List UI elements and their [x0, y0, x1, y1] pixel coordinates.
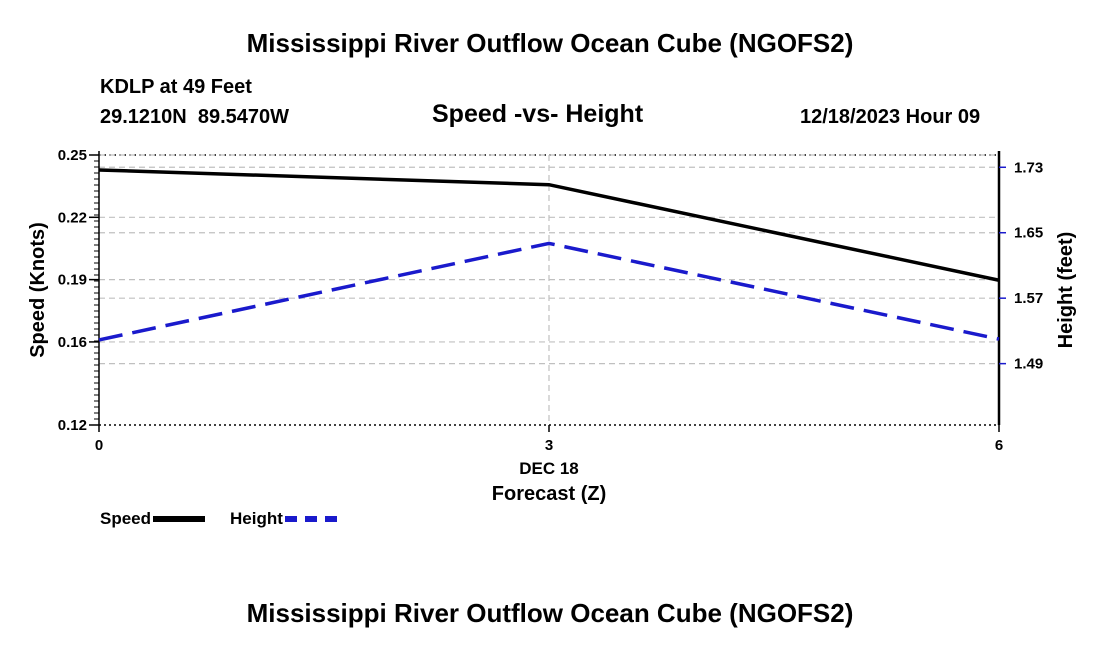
height-tick-label: 1.65: [1014, 225, 1043, 242]
station-label: KDLP at 49 Feet: [100, 76, 252, 98]
footer-title: Mississippi River Outflow Ocean Cube (NG…: [246, 598, 854, 628]
height-tick-label: 1.57: [1014, 290, 1043, 307]
x-axis-title: Forecast (Z): [492, 483, 606, 505]
speed-tick-label: 0.22: [58, 209, 87, 226]
x-tick-label: 3: [545, 437, 553, 454]
legend-speed-swatch: [153, 516, 206, 522]
chart-subtitle: Speed -vs- Height: [432, 100, 644, 128]
speed-tick-label: 0.16: [58, 334, 87, 351]
y-axis-title: Speed (Knots): [27, 222, 49, 358]
speed-tick-label: 0.19: [58, 272, 87, 289]
height-tick-label: 1.73: [1014, 159, 1043, 176]
coordinates-label: 29.1210N 89.5470W: [100, 106, 290, 128]
forecast-datetime: 12/18/2023 Hour 09: [800, 106, 981, 128]
legend-height-label: Height: [230, 509, 283, 528]
height-tick-label: 1.49: [1014, 356, 1043, 373]
legend-speed: Speed: [100, 509, 206, 529]
y2-axis-title: Height (feet): [1055, 232, 1077, 349]
speed-tick-label: 0.25: [58, 147, 87, 164]
chart-title: Mississippi River Outflow Ocean Cube (NG…: [246, 28, 854, 58]
legend-speed-label: Speed: [100, 509, 152, 528]
speed-tick-label: 0.12: [58, 417, 87, 434]
legend-height-swatch: [284, 516, 337, 522]
x-date-label: DEC 18: [519, 459, 579, 478]
x-tick-label: 6: [995, 437, 1003, 454]
legend-height: Height: [230, 509, 337, 529]
x-tick-label: 0: [95, 437, 103, 454]
